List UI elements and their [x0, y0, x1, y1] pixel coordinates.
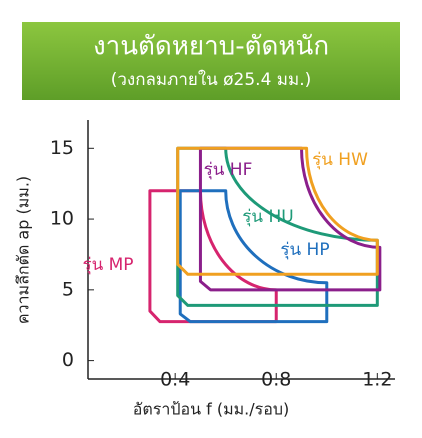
region-label: รุ่น HF: [204, 160, 253, 180]
y-tick-label: 10: [50, 208, 74, 230]
y-tick-label: 0: [62, 349, 74, 371]
region-label: รุ่น HP: [280, 240, 329, 260]
region-label: รุ่น MP: [82, 255, 133, 275]
x-tick-label: 0.4: [160, 369, 190, 391]
y-tick-label: 15: [50, 137, 74, 159]
region-label: รุ่น HW: [312, 150, 368, 170]
title: งานตัดหยาบ-ตัดหนัก: [93, 32, 329, 62]
y-axis-label: ความลึกตัด ap (มม.): [14, 176, 33, 324]
region-outline: [176, 146, 379, 276]
y-tick-label: 5: [62, 278, 74, 300]
region-outline: [178, 189, 329, 324]
x-tick-label: 1.2: [362, 369, 392, 391]
x-axis-label: อัตราป้อน f (มม./รอบ): [133, 400, 290, 419]
header-bg: [22, 22, 400, 100]
region-label: รุ่น HU: [242, 207, 293, 227]
x-tick-label: 0.8: [261, 369, 291, 391]
region-outline: [198, 146, 382, 292]
subtitle: (วงกลมภายใน ø25.4 มม.): [111, 69, 312, 90]
